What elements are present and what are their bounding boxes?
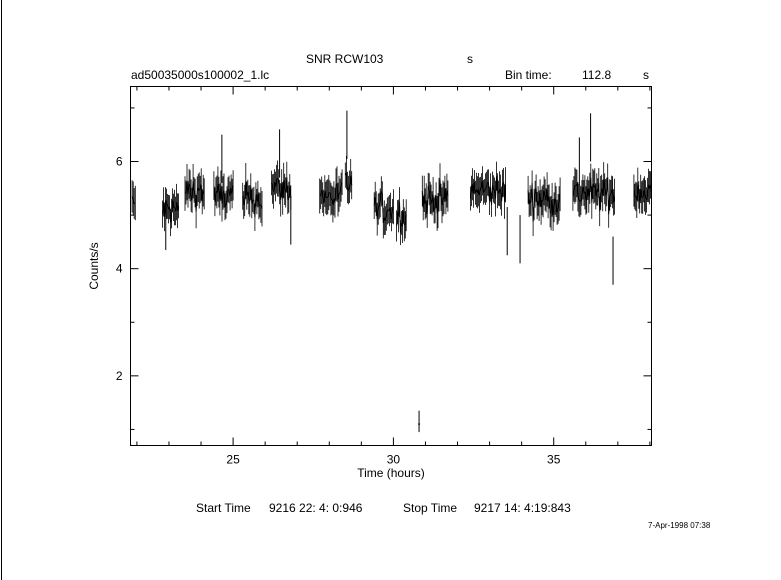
stop-time-label: Stop Time [403,501,458,515]
light-curve-segment [527,182,561,222]
light-curve-segment [319,182,343,205]
bin-time-label: Bin time: [505,68,552,82]
data-layer [131,110,652,433]
y-tick-label: 4 [116,262,123,276]
y-tick-label: 6 [116,155,123,169]
bin-time-value: 112.8 [582,68,612,82]
x-tick-label: 25 [226,453,240,467]
start-time-value: 9216 22: 4: 0:946 [269,501,363,515]
chart-title: SNR RCW103 [306,52,384,66]
light-curve-segment [633,183,652,202]
y-axis-label: Counts/s [87,242,101,289]
file-name: ad50035000s100002_1.lc [131,68,270,82]
light-curve-segment [131,196,136,205]
left-border-line [1,0,2,580]
light-curve-segment [373,189,394,224]
x-axis-label: Time (hours) [357,466,425,480]
light-curve-error-bars [373,176,394,239]
y-tick-label: 2 [116,369,123,383]
tick-layer: 25 30 35 2 4 6 [116,86,652,467]
light-curve-error-bars [633,167,652,218]
x-tick-label: 35 [547,453,561,467]
stop-time-value: 9217 14: 4:19:843 [474,501,571,515]
x-tick-label: 30 [387,453,401,467]
plot-timestamp: 7-Apr-1998 07:38 [648,521,711,530]
light-curve-segment [421,179,449,215]
bin-time-unit: s [643,68,649,82]
light-curve-segment [184,181,205,212]
light-curve-segment [271,177,292,201]
title-suffix: s [467,52,473,66]
light-curve-segment [213,183,234,209]
light-curve-error-bars [242,163,263,231]
light-curve-segment [572,177,616,215]
light-curve-error-bars [184,164,205,229]
light-curve-segment [344,172,353,192]
light-curve-segment [396,202,407,233]
start-time-label: Start Time [196,501,251,515]
light-curve-segment [469,176,507,205]
light-curve-segment [162,200,180,223]
light-curve-segment [242,181,263,218]
plot-frame [130,86,652,446]
